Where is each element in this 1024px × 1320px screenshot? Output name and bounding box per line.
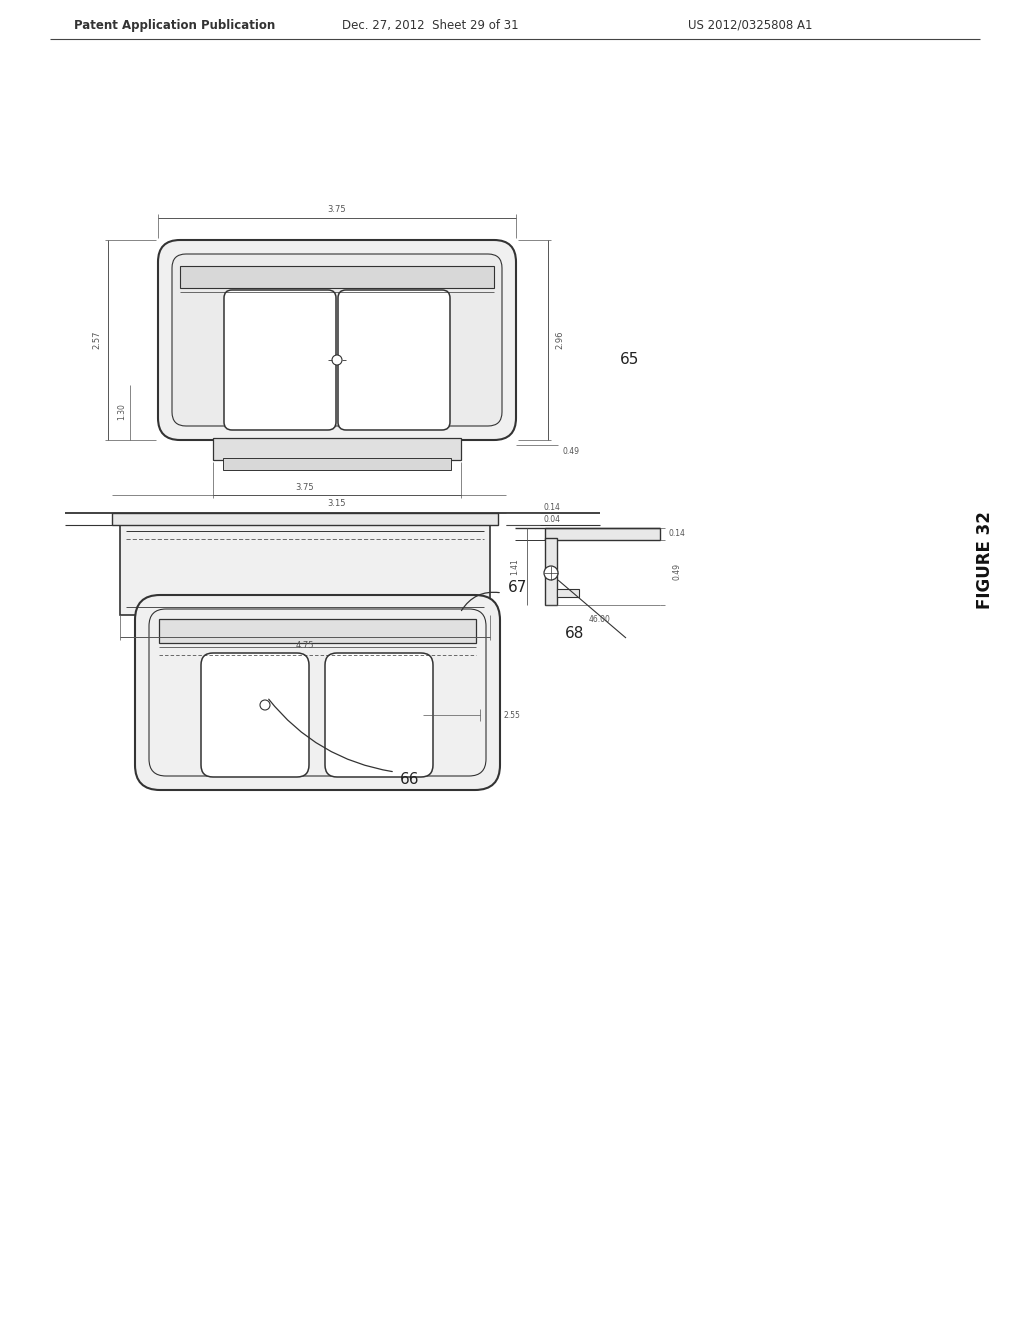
FancyBboxPatch shape bbox=[338, 290, 450, 430]
Text: 3.75: 3.75 bbox=[296, 483, 314, 491]
Text: Dec. 27, 2012  Sheet 29 of 31: Dec. 27, 2012 Sheet 29 of 31 bbox=[342, 18, 518, 32]
Text: FIGURE 32: FIGURE 32 bbox=[976, 511, 994, 609]
FancyBboxPatch shape bbox=[201, 653, 309, 777]
Text: 2.57: 2.57 bbox=[92, 331, 101, 350]
Text: 2.96: 2.96 bbox=[555, 331, 564, 350]
Circle shape bbox=[260, 700, 270, 710]
Text: 65: 65 bbox=[621, 352, 640, 367]
Bar bbox=[557, 589, 579, 597]
Circle shape bbox=[332, 355, 342, 366]
Text: 0.04: 0.04 bbox=[544, 515, 560, 524]
Bar bbox=[213, 438, 461, 459]
Text: 0.14: 0.14 bbox=[544, 503, 560, 511]
Text: Patent Application Publication: Patent Application Publication bbox=[75, 18, 275, 32]
Text: 0.49: 0.49 bbox=[673, 564, 682, 581]
Text: 67: 67 bbox=[508, 581, 527, 595]
Text: 66: 66 bbox=[400, 772, 420, 788]
Bar bbox=[112, 513, 498, 525]
Text: 4.75: 4.75 bbox=[296, 642, 314, 651]
FancyBboxPatch shape bbox=[135, 595, 500, 789]
Circle shape bbox=[544, 566, 558, 579]
Text: 1.41: 1.41 bbox=[511, 558, 519, 576]
Text: 3.75: 3.75 bbox=[328, 205, 346, 214]
Bar bbox=[159, 619, 476, 643]
Bar bbox=[223, 458, 451, 470]
FancyBboxPatch shape bbox=[172, 253, 502, 426]
Text: 0.14: 0.14 bbox=[669, 529, 685, 539]
FancyBboxPatch shape bbox=[224, 290, 336, 430]
Text: 2.55: 2.55 bbox=[504, 710, 520, 719]
FancyBboxPatch shape bbox=[158, 240, 516, 440]
Text: 3.15: 3.15 bbox=[328, 499, 346, 508]
Text: 46.00: 46.00 bbox=[589, 615, 611, 623]
Text: 1.30: 1.30 bbox=[118, 404, 127, 421]
Bar bbox=[120, 525, 490, 615]
Text: US 2012/0325808 A1: US 2012/0325808 A1 bbox=[688, 18, 812, 32]
Text: 0.49: 0.49 bbox=[562, 447, 580, 457]
Bar bbox=[180, 267, 494, 288]
Bar bbox=[545, 539, 557, 605]
FancyBboxPatch shape bbox=[325, 653, 433, 777]
Text: 68: 68 bbox=[565, 626, 585, 640]
Bar bbox=[545, 528, 660, 540]
